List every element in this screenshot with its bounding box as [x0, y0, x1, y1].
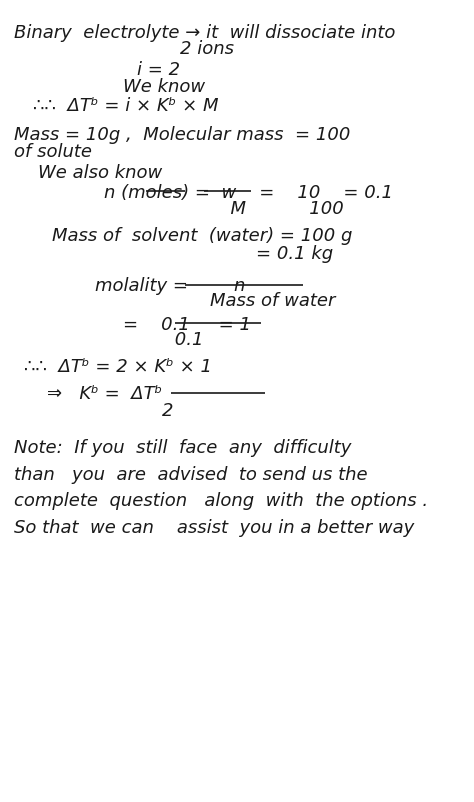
Text: of solute: of solute — [14, 143, 92, 160]
Text: Mass of  solvent  (water) = 100 g: Mass of solvent (water) = 100 g — [52, 227, 353, 245]
Text: 0.1: 0.1 — [123, 331, 204, 349]
Text: Mass of water: Mass of water — [95, 292, 335, 310]
Text: ⇒   Kᵇ =  ΔTᵇ: ⇒ Kᵇ = ΔTᵇ — [47, 385, 163, 403]
Text: = 0.1 kg: = 0.1 kg — [256, 245, 333, 262]
Text: Binary  electrolyte → it  will dissociate into: Binary electrolyte → it will dissociate … — [14, 24, 396, 42]
Text: =    0.1     = 1: = 0.1 = 1 — [123, 316, 251, 334]
Text: ∴∴  ΔTᵇ = i × Kᵇ × M: ∴∴ ΔTᵇ = i × Kᵇ × M — [33, 97, 219, 115]
Text: We know: We know — [123, 78, 205, 95]
Text: M           100: M 100 — [104, 200, 344, 218]
Text: n (moles) =  w    =    10    = 0.1: n (moles) = w = 10 = 0.1 — [104, 184, 393, 202]
Text: molality =        n: molality = n — [95, 277, 245, 294]
Text: So that  we can    assist  you in a better way: So that we can assist you in a better wa… — [14, 519, 414, 537]
Text: complete  question   along  with  the options .: complete question along with the options… — [14, 492, 428, 510]
Text: ∴∴  ΔTᵇ = 2 × Kᵇ × 1: ∴∴ ΔTᵇ = 2 × Kᵇ × 1 — [24, 358, 212, 376]
Text: 2 ions: 2 ions — [180, 40, 234, 58]
Text: Mass = 10g ,  Molecular mass  = 100: Mass = 10g , Molecular mass = 100 — [14, 126, 351, 144]
Text: We also know: We also know — [38, 164, 162, 181]
Text: Note:  If you  still  face  any  difficulty: Note: If you still face any difficulty — [14, 439, 352, 457]
Text: i = 2: i = 2 — [137, 61, 181, 79]
Text: 2: 2 — [47, 402, 174, 419]
Text: than   you  are  advised  to send us the: than you are advised to send us the — [14, 466, 368, 484]
